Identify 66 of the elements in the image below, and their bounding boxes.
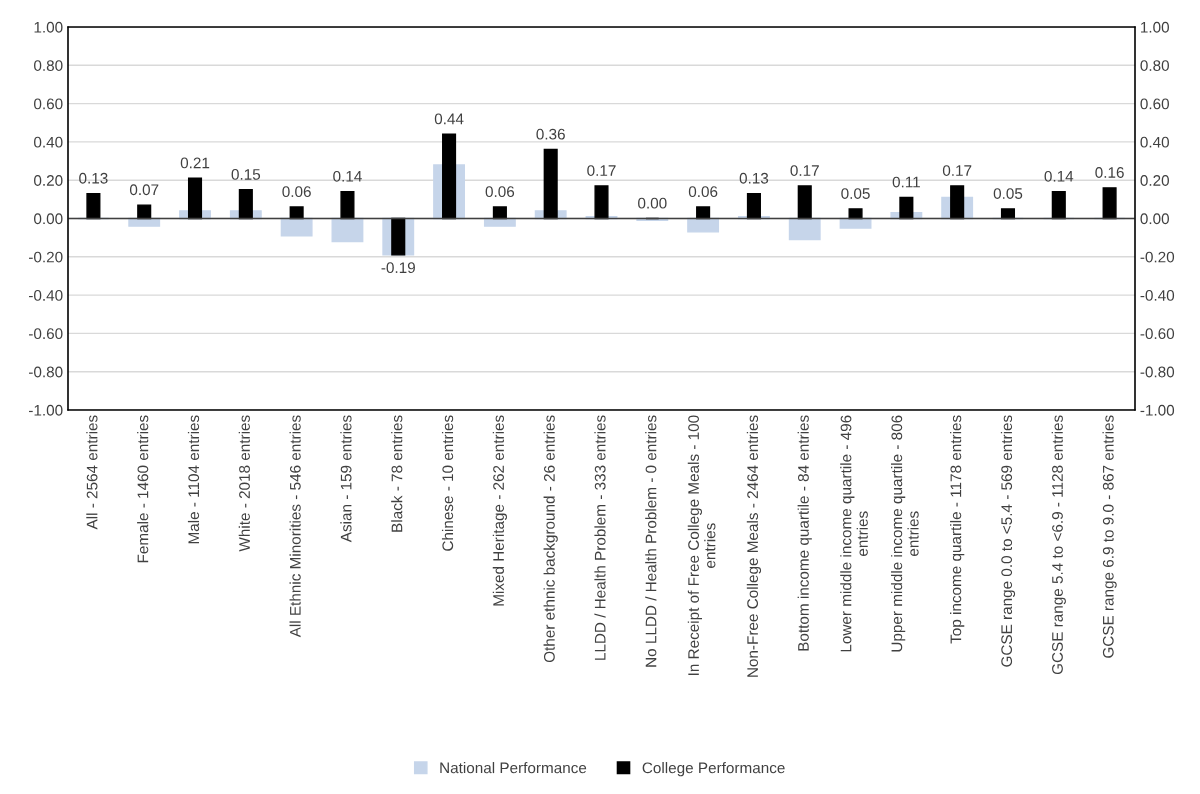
y2-tick-label: 1.00	[1141, 21, 1169, 33]
y-tick-label: 0.60	[34, 98, 63, 110]
x-tick-label: Male - 1104 entries	[187, 415, 200, 544]
x-tick-label: GCSE range 5.4 to <6.9 - 1128 entries	[1051, 415, 1066, 675]
y2-tick-label: 0.00	[1140, 213, 1169, 225]
data-label: 0.05	[841, 188, 870, 199]
x-tick-label: GCSE range 0.0 to <5.4 - 569 entries	[1000, 415, 1016, 667]
y-tick-label: -0.60	[29, 328, 63, 340]
data-label: 0.14	[1044, 170, 1074, 182]
data-label: 0.15	[231, 168, 261, 180]
y2-tick-label: -0.80	[1140, 366, 1175, 378]
y2-tick-label: 0.80	[1140, 60, 1169, 71]
data-label: 0.05	[993, 188, 1023, 199]
x-tick-label: Mixed Heritage - 262 entries	[492, 415, 507, 606]
x-tick-label: Lower middle income quartile - 496 entries	[840, 415, 868, 652]
data-label: 0.17	[942, 165, 972, 176]
data-label: 0.17	[790, 165, 819, 176]
x-tick-label: In Receipt of Free College Meals - 100 entries	[687, 415, 716, 675]
x-tick-label: Black - 78 entries	[391, 415, 403, 532]
x-tick-label: All Ethnic Minorities - 546 entries	[289, 415, 301, 638]
y2-tick-label: -0.60	[1140, 328, 1175, 340]
legend-label: National Performance	[440, 762, 587, 774]
x-tick-label: All - 2564 entries	[86, 415, 98, 530]
data-label: 0.16	[1095, 167, 1124, 178]
data-label: 0.17	[587, 165, 616, 176]
data-label: 0.13	[739, 172, 769, 184]
data-label: 0.06	[688, 186, 718, 198]
y2-tick-label: -0.20	[1140, 251, 1175, 263]
data-label: 0.44	[434, 113, 464, 125]
y-tick-label: 0.40	[34, 136, 63, 148]
y-tick-label: 0.20	[34, 175, 63, 186]
y-tick-label: -0.40	[29, 289, 63, 301]
y-tick-label: 0.00	[34, 213, 63, 225]
legend-label: College Performance	[642, 762, 785, 777]
x-tick-label: Female - 1460 entries	[137, 415, 149, 563]
data-label: 0.06	[485, 186, 515, 198]
x-tick-label: Non-Free College Meals - 2464 entries	[746, 415, 762, 677]
x-tick-label: Bottom income quartile - 84 entries	[797, 415, 812, 651]
x-tick-label: Upper middle income quartile - 806 entries	[891, 415, 919, 652]
y2-tick-label: 0.60	[1140, 98, 1169, 110]
y-tick-label: 0.80	[34, 60, 63, 71]
x-tick-label: Top income quartile - 1178 entries	[950, 415, 965, 644]
data-label: 0.11	[892, 176, 920, 188]
x-tick-label: No LLDD / Health Problem - 0 entries	[645, 415, 657, 667]
data-label: 0.06	[282, 186, 311, 198]
data-label: 0.00	[638, 197, 667, 209]
x-tick-label: LLDD / Health Problem - 333 entries	[594, 415, 606, 660]
data-label: 0.36	[536, 128, 565, 140]
data-label: 0.14	[333, 170, 362, 182]
x-tick-label: Asian - 159 entries	[340, 415, 352, 543]
x-tick-label: GCSE range 6.9 to 9.0 - 867 entries	[1102, 415, 1117, 658]
y-tick-label: -1.00	[29, 404, 63, 416]
y2-tick-label: 0.40	[1140, 136, 1169, 148]
y2-tick-label: 0.20	[1140, 175, 1169, 186]
x-tick-label: Chinese - 10 entries	[441, 415, 454, 551]
y2-tick-label: -0.40	[1140, 289, 1175, 301]
data-label: -0.19	[381, 262, 415, 274]
y-tick-label: 1.00	[34, 21, 63, 33]
x-tick-label: Other ethnic background - 26 entries	[543, 415, 558, 663]
y2-tick-label: -1.00	[1140, 404, 1175, 416]
data-label: 0.21	[180, 157, 210, 169]
data-label: 0.13	[79, 172, 108, 184]
x-tick-label: White - 2018 entries	[238, 415, 250, 552]
data-label: 0.07	[129, 184, 159, 196]
y-tick-label: -0.20	[29, 251, 63, 263]
y-tick-label: -0.80	[29, 366, 63, 378]
